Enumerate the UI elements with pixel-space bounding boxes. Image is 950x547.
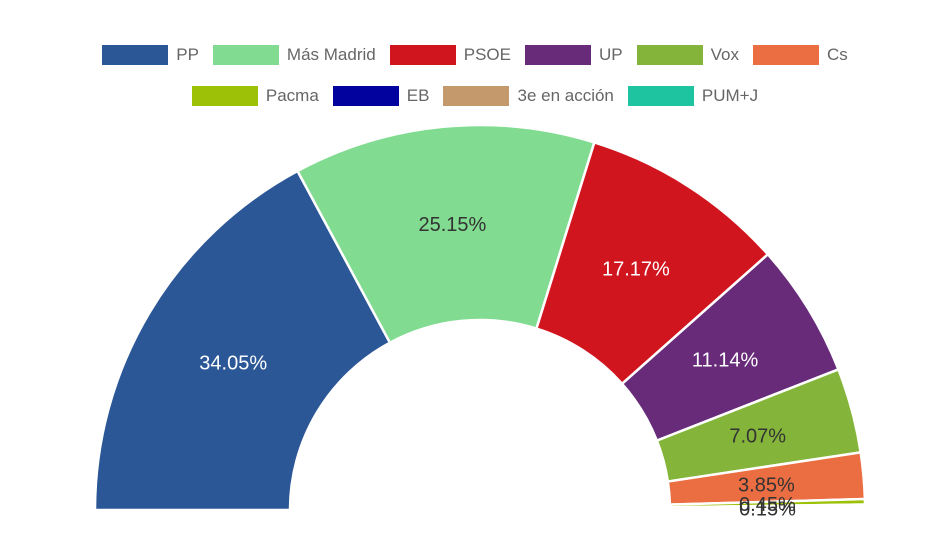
- slice-label-pp: 34.05%: [199, 353, 267, 375]
- legend-item-pum-j[interactable]: PUM+J: [627, 86, 759, 106]
- legend-swatch: [102, 45, 169, 65]
- legend-swatch: [524, 45, 591, 65]
- legend-item-mas-madrid[interactable]: Más Madrid: [212, 45, 376, 65]
- legend-label: Pacma: [265, 86, 319, 105]
- legend-item-pp[interactable]: PP: [102, 45, 199, 65]
- legend-label: PP: [176, 45, 199, 64]
- legend-item-eb[interactable]: EB: [332, 86, 430, 106]
- slice-labels-group: 34.05% 25.15% 17.17% 11.14% 7.07% 3.85%0.45%0…: [199, 214, 796, 521]
- legend-row-1: PP Más Madrid PSOE UP Vox Cs: [0, 45, 950, 65]
- legend-label: Vox: [710, 45, 739, 64]
- legend-item-cs[interactable]: Cs: [752, 45, 848, 65]
- slice-mas-madrid[interactable]: [295, 123, 596, 345]
- legend-label: Más Madrid: [286, 45, 376, 64]
- legend-item-up[interactable]: UP: [524, 45, 623, 65]
- legend-label: PUM+J: [701, 86, 759, 105]
- legend-item-vox[interactable]: Vox: [636, 45, 739, 65]
- chart-legend: PP Más Madrid PSOE UP Vox Cs: [0, 0, 950, 120]
- legend-swatch: [332, 86, 399, 106]
- legend-swatch: [627, 86, 694, 106]
- legend-swatch: [191, 86, 258, 106]
- legend-swatch: [443, 86, 510, 106]
- slice-label-mas-madrid: 25.15%: [418, 214, 486, 236]
- slice-label-up: 11.14%: [692, 350, 759, 372]
- legend-item-psoe[interactable]: PSOE: [389, 45, 511, 65]
- slice-label-psoe: 17.17%: [602, 258, 670, 280]
- slice-label-cs: 3.85%: [738, 474, 795, 496]
- legend-row-2: Pacma EB 3e en acción PUM+J: [0, 86, 950, 106]
- legend-item-pacma[interactable]: Pacma: [191, 86, 319, 106]
- slices-group: [93, 123, 867, 512]
- slice-label-3e-en-accion: 0.15%: [739, 498, 796, 520]
- legend-label: 3e en acción: [517, 86, 614, 105]
- legend-swatch: [752, 45, 819, 65]
- legend-swatch: [636, 45, 703, 65]
- slice-label-vox: 7.07%: [729, 426, 786, 448]
- legend-label: PSOE: [463, 45, 511, 64]
- legend-label: UP: [598, 45, 623, 64]
- slice-label-pacma: 0.45%: [739, 494, 796, 516]
- legend-label: EB: [406, 86, 430, 105]
- legend-swatch: [389, 45, 456, 65]
- slice-pp[interactable]: [93, 169, 392, 512]
- legend-item-3e-en-accion[interactable]: 3e en acción: [443, 86, 614, 106]
- slice-pum-j[interactable]: [668, 507, 867, 512]
- legend-label: Cs: [826, 45, 848, 64]
- legend-swatch: [212, 45, 279, 65]
